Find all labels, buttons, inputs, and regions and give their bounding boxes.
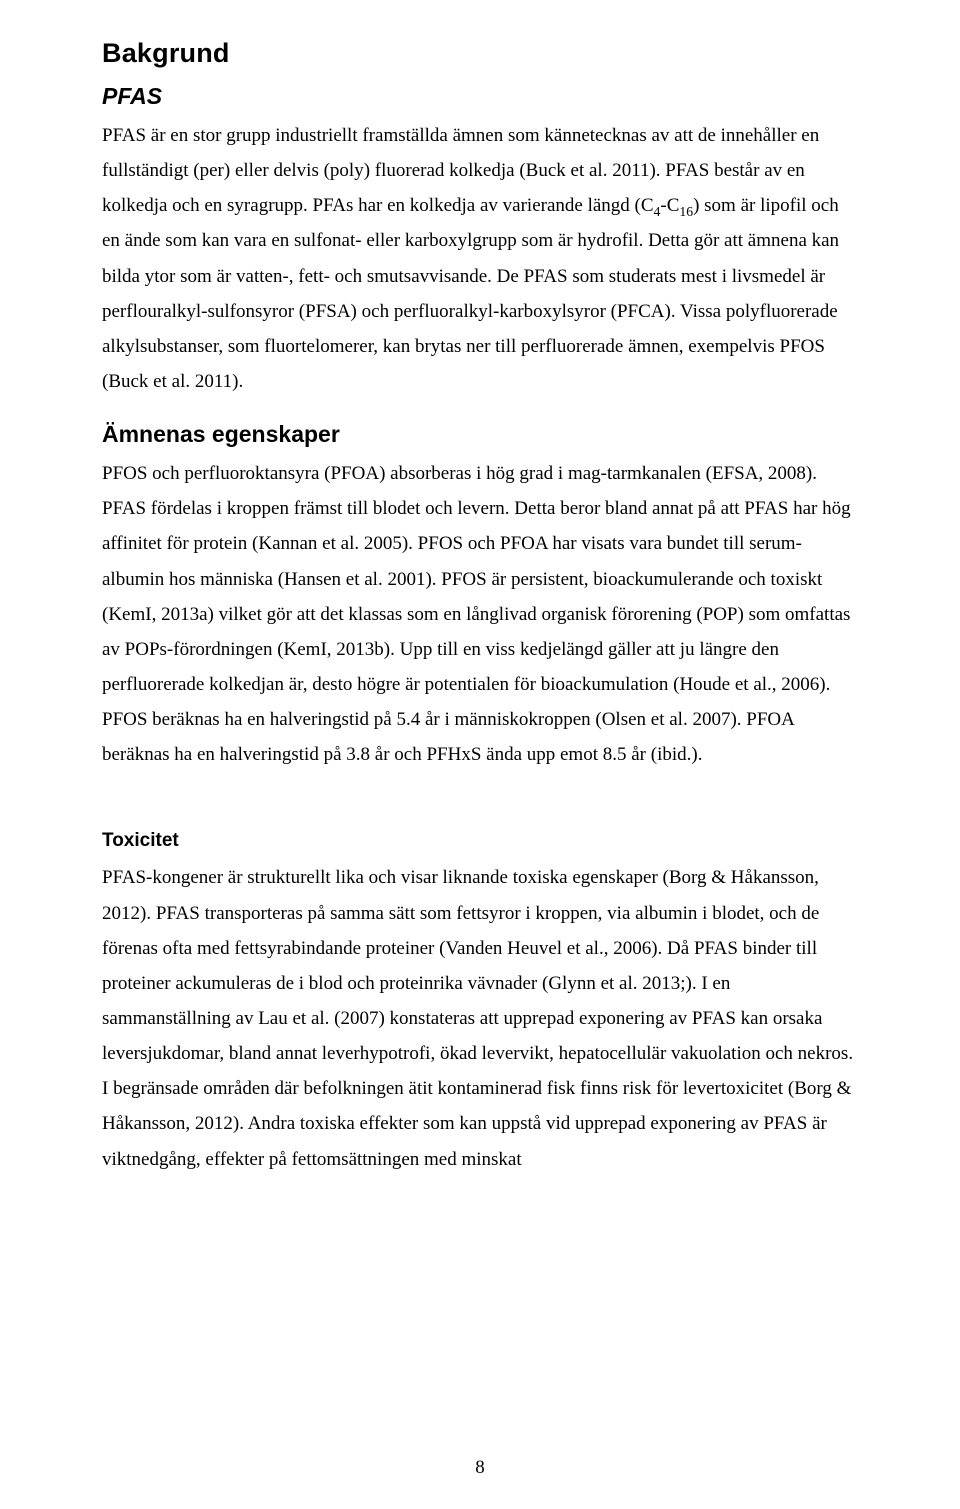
paragraph-props: PFOS och perfluoroktansyra (PFOA) absorb… (102, 456, 860, 772)
heading-pfas: PFAS (102, 83, 860, 110)
heading-toxicitet: Toxicitet (102, 830, 860, 852)
heading-amnenas-egenskaper: Ämnenas egenskaper (102, 421, 860, 448)
heading-bakgrund: Bakgrund (102, 38, 860, 69)
paragraph-tox: PFAS-kongener är strukturellt lika och v… (102, 860, 860, 1176)
paragraph-pfas: PFAS är en stor grupp industriellt frams… (102, 118, 860, 399)
page-number: 8 (0, 1457, 960, 1479)
document-page: Bakgrund PFAS PFAS är en stor grupp indu… (0, 0, 960, 1509)
